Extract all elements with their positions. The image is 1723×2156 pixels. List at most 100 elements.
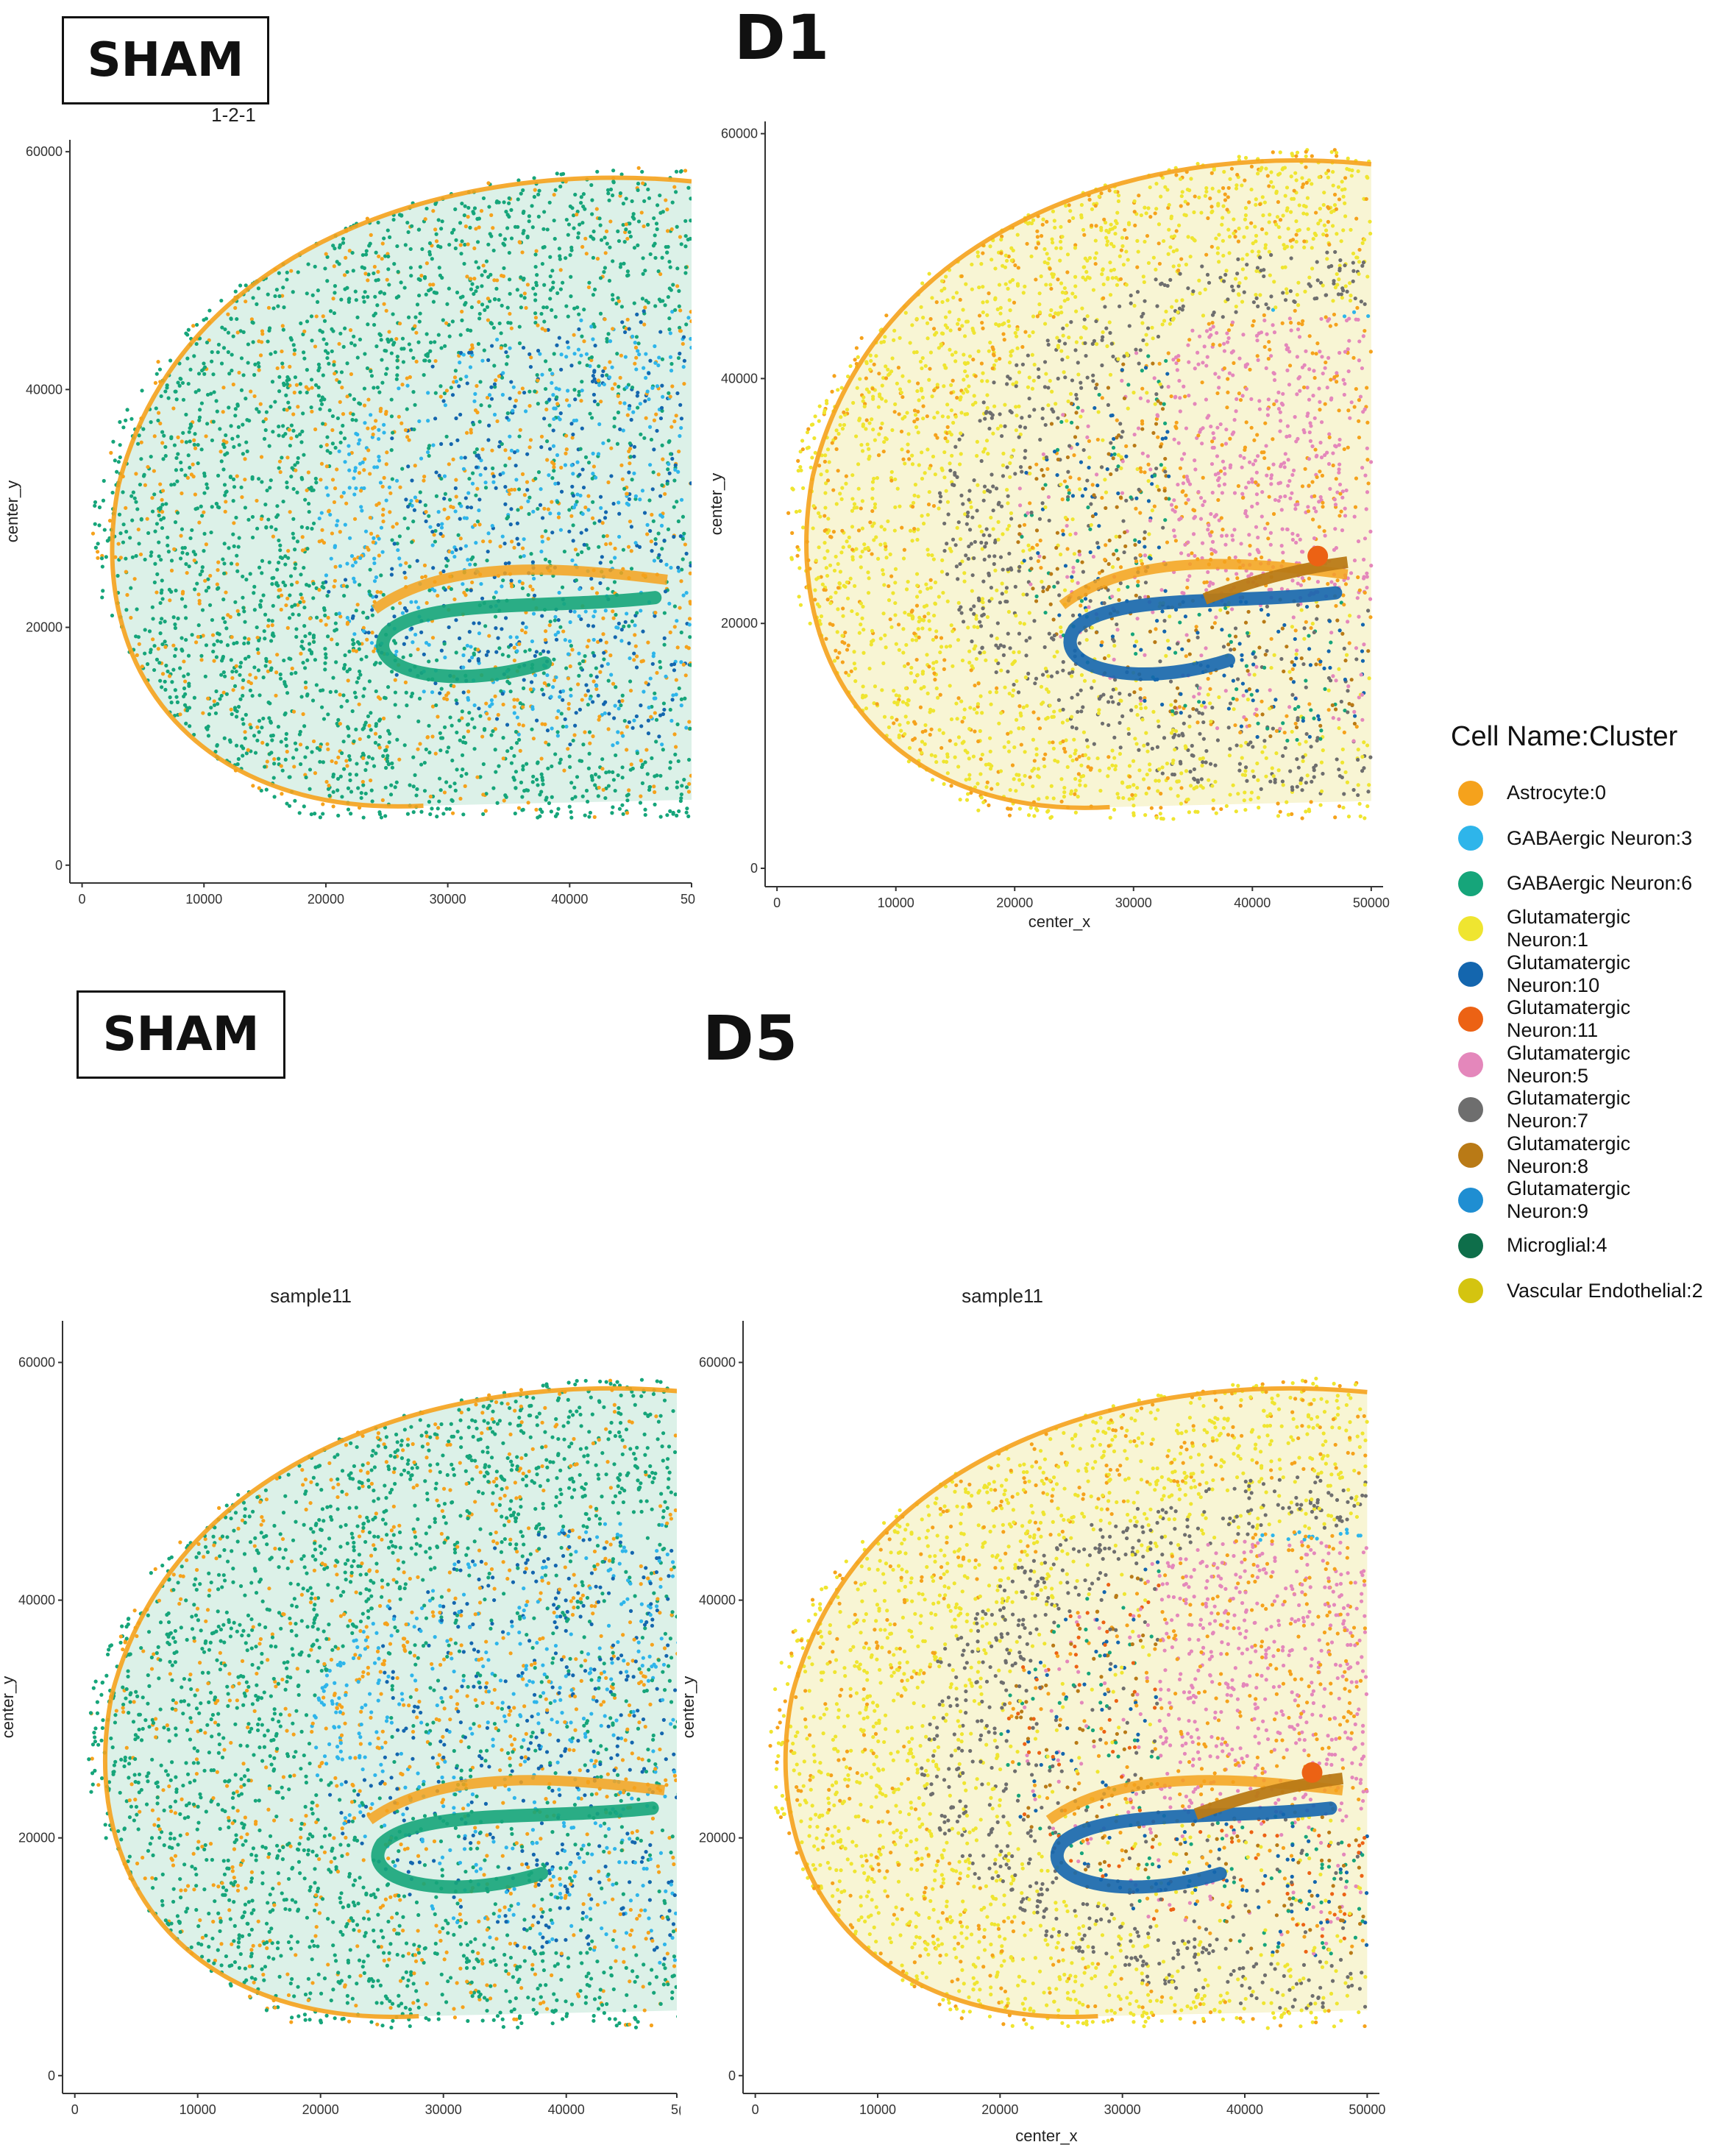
cell-point xyxy=(158,421,163,426)
cell-point xyxy=(588,741,592,745)
cell-point xyxy=(373,731,378,736)
cell-point xyxy=(299,440,304,444)
cell-point xyxy=(675,780,680,784)
cell-point xyxy=(1150,746,1154,751)
cell-point xyxy=(578,662,582,666)
cell-point xyxy=(539,311,544,316)
cell-point xyxy=(358,673,363,677)
cell-point xyxy=(231,334,235,338)
cell-point xyxy=(548,297,553,301)
cell-point xyxy=(620,803,625,807)
cell-point xyxy=(427,249,432,255)
cell-point xyxy=(519,275,523,280)
cell-point xyxy=(551,428,555,433)
cell-point xyxy=(592,399,597,404)
cell-point xyxy=(437,776,442,781)
cell-point xyxy=(331,329,335,333)
cell-point xyxy=(512,705,516,709)
cell-point xyxy=(454,416,458,421)
cell-point xyxy=(235,316,239,322)
cell-point xyxy=(305,547,310,551)
cell-point xyxy=(219,361,224,366)
cell-point xyxy=(402,516,407,521)
cell-point xyxy=(567,529,572,533)
cell-point xyxy=(580,380,584,384)
cell-point xyxy=(657,553,661,557)
cell-point xyxy=(548,620,553,624)
cell-point xyxy=(521,188,525,193)
cell-point xyxy=(183,679,188,684)
cell-point xyxy=(1328,665,1332,670)
cell-point xyxy=(324,656,328,660)
cell-point xyxy=(178,556,183,561)
cell-point xyxy=(975,711,979,715)
cell-point xyxy=(338,721,342,726)
cell-point xyxy=(982,557,987,562)
cell-point xyxy=(293,547,297,552)
cell-point xyxy=(550,500,554,504)
cell-point xyxy=(361,783,366,787)
cell-point xyxy=(300,477,305,481)
cell-point xyxy=(611,180,616,184)
cell-point xyxy=(260,726,264,730)
cell-point xyxy=(566,747,570,751)
cell-point xyxy=(587,815,591,819)
cell-point xyxy=(522,553,526,558)
cell-point xyxy=(602,270,606,274)
cell-point xyxy=(463,224,468,229)
cell-point xyxy=(297,732,302,737)
cell-point xyxy=(361,756,366,761)
cell-point xyxy=(610,811,614,815)
cell-point xyxy=(295,461,300,465)
cell-point xyxy=(374,575,379,580)
cell-point xyxy=(845,408,850,412)
cell-point xyxy=(361,625,366,630)
cell-point xyxy=(281,580,285,585)
cell-point xyxy=(311,581,316,586)
cell-point xyxy=(137,542,141,546)
cell-point xyxy=(394,377,399,381)
cell-point xyxy=(1293,171,1298,175)
cell-point xyxy=(1165,639,1170,643)
cell-point xyxy=(674,692,678,697)
cell-point xyxy=(1281,391,1285,396)
cell-point xyxy=(1307,430,1312,435)
cell-point xyxy=(591,637,596,642)
cell-point xyxy=(654,740,658,744)
cell-point xyxy=(277,375,282,379)
cell-point xyxy=(291,428,296,433)
cell-point xyxy=(274,527,278,532)
cell-point xyxy=(160,578,164,583)
cell-point xyxy=(378,590,383,595)
cell-point xyxy=(1014,614,1018,618)
cell-point xyxy=(591,734,595,739)
cell-point xyxy=(425,450,430,455)
cell-point xyxy=(1262,313,1266,317)
cell-point xyxy=(683,265,689,269)
cell-point xyxy=(937,506,941,511)
cell-point xyxy=(589,234,593,239)
cell-point xyxy=(514,741,519,745)
cell-point xyxy=(1008,787,1012,792)
cell-point xyxy=(596,378,601,383)
cell-point xyxy=(582,542,586,547)
cell-point xyxy=(469,428,473,432)
cell-point xyxy=(628,679,633,684)
cell-point xyxy=(1181,304,1185,308)
cell-point xyxy=(477,621,481,625)
cell-point xyxy=(641,272,645,276)
cell-point xyxy=(267,444,271,448)
cell-point xyxy=(453,369,458,373)
cell-point xyxy=(840,486,845,490)
cell-point xyxy=(503,485,508,489)
cell-point xyxy=(556,617,561,623)
cell-point xyxy=(416,719,421,723)
cell-point xyxy=(466,242,470,247)
cell-point xyxy=(498,472,502,477)
cell-point xyxy=(326,712,330,717)
cell-point xyxy=(454,618,458,623)
cell-point xyxy=(584,252,589,256)
cell-point xyxy=(398,485,402,489)
cell-point xyxy=(1059,311,1064,315)
